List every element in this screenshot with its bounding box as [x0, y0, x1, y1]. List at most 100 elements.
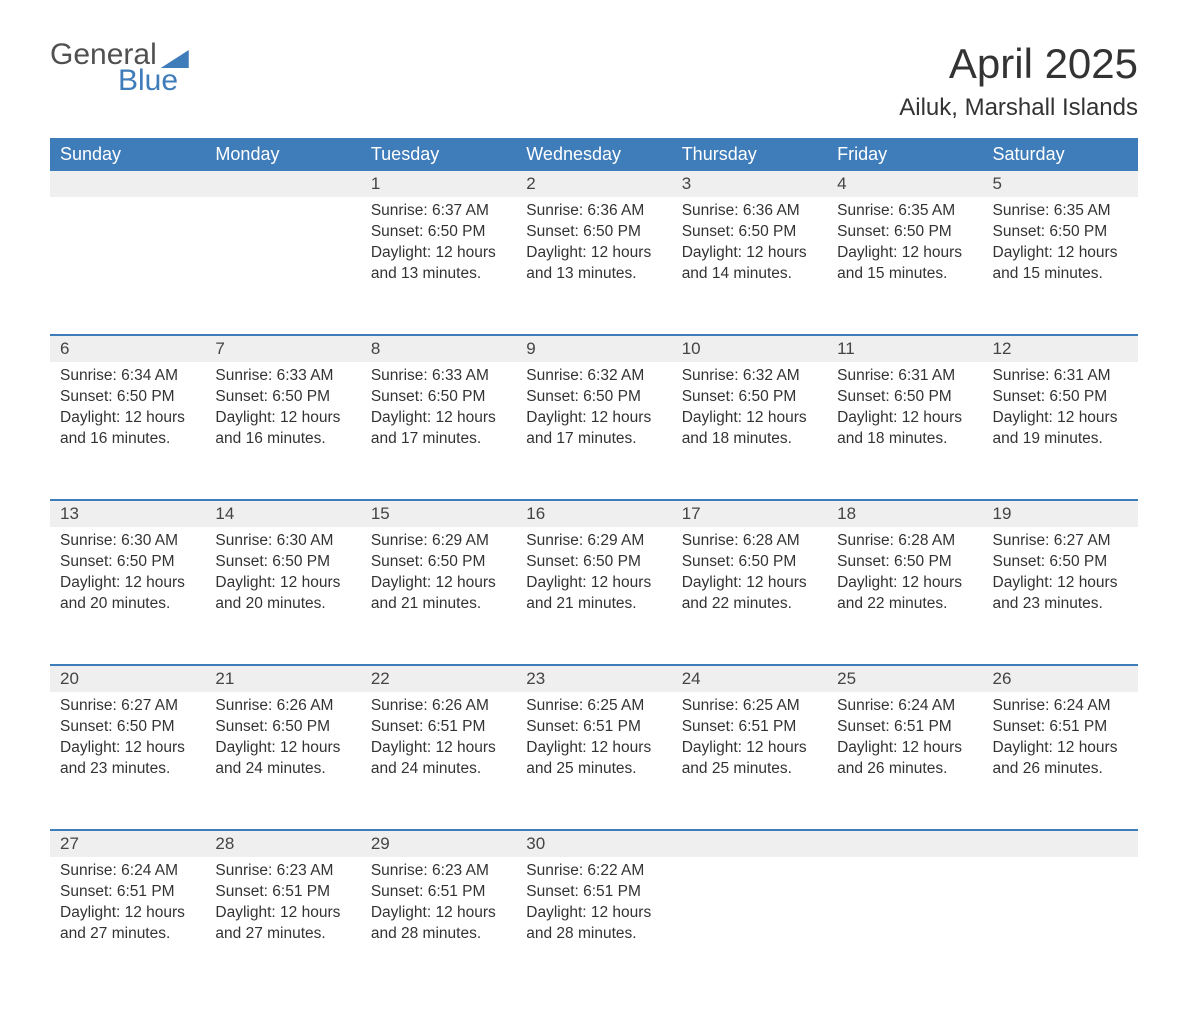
sunset-line: Sunset: 6:51 PM: [682, 717, 817, 738]
day-number-cell: 24: [672, 665, 827, 692]
brand-logo: General Blue: [50, 40, 189, 96]
sunrise-line: Sunrise: 6:27 AM: [60, 696, 195, 717]
daylight-line: Daylight: 12 hours and 28 minutes.: [526, 903, 661, 945]
sunrise-line: Sunrise: 6:24 AM: [993, 696, 1128, 717]
day-content-cell: Sunrise: 6:26 AMSunset: 6:51 PMDaylight:…: [361, 692, 516, 830]
sunrise-line: Sunrise: 6:31 AM: [993, 366, 1128, 387]
sunrise-line: Sunrise: 6:31 AM: [837, 366, 972, 387]
sunset-line: Sunset: 6:50 PM: [993, 222, 1128, 243]
day-content-cell: Sunrise: 6:36 AMSunset: 6:50 PMDaylight:…: [516, 197, 671, 335]
sunset-line: Sunset: 6:51 PM: [371, 882, 506, 903]
daylight-line: Daylight: 12 hours and 20 minutes.: [215, 573, 350, 615]
sunset-line: Sunset: 6:50 PM: [215, 387, 350, 408]
daylight-line: Daylight: 12 hours and 21 minutes.: [371, 573, 506, 615]
sunrise-line: Sunrise: 6:26 AM: [215, 696, 350, 717]
daylight-line: Daylight: 12 hours and 16 minutes.: [215, 408, 350, 450]
sunrise-line: Sunrise: 6:37 AM: [371, 201, 506, 222]
day-content-cell: Sunrise: 6:33 AMSunset: 6:50 PMDaylight:…: [205, 362, 360, 500]
daylight-line: Daylight: 12 hours and 17 minutes.: [526, 408, 661, 450]
day-content-cell: Sunrise: 6:23 AMSunset: 6:51 PMDaylight:…: [361, 857, 516, 995]
day-content-cell: Sunrise: 6:26 AMSunset: 6:50 PMDaylight:…: [205, 692, 360, 830]
sunset-line: Sunset: 6:51 PM: [993, 717, 1128, 738]
sunrise-line: Sunrise: 6:29 AM: [371, 531, 506, 552]
day-content-cell: Sunrise: 6:28 AMSunset: 6:50 PMDaylight:…: [827, 527, 982, 665]
daylight-line: Daylight: 12 hours and 16 minutes.: [60, 408, 195, 450]
sunset-line: Sunset: 6:50 PM: [526, 222, 661, 243]
day-content-cell: Sunrise: 6:24 AMSunset: 6:51 PMDaylight:…: [50, 857, 205, 995]
sunset-line: Sunset: 6:51 PM: [526, 717, 661, 738]
day-content-cell: [983, 857, 1138, 995]
sunset-line: Sunset: 6:50 PM: [371, 387, 506, 408]
day-number-cell: 2: [516, 171, 671, 197]
sunset-line: Sunset: 6:50 PM: [215, 552, 350, 573]
day-number-cell: 29: [361, 830, 516, 857]
day-content-cell: Sunrise: 6:31 AMSunset: 6:50 PMDaylight:…: [983, 362, 1138, 500]
daylight-line: Daylight: 12 hours and 22 minutes.: [837, 573, 972, 615]
sunset-line: Sunset: 6:50 PM: [371, 222, 506, 243]
daylight-line: Daylight: 12 hours and 24 minutes.: [371, 738, 506, 780]
day-content-cell: Sunrise: 6:37 AMSunset: 6:50 PMDaylight:…: [361, 197, 516, 335]
daylight-line: Daylight: 12 hours and 23 minutes.: [993, 573, 1128, 615]
sunset-line: Sunset: 6:51 PM: [837, 717, 972, 738]
sunrise-line: Sunrise: 6:24 AM: [60, 861, 195, 882]
calendar-head: SundayMondayTuesdayWednesdayThursdayFrid…: [50, 138, 1138, 171]
sunset-line: Sunset: 6:50 PM: [682, 387, 817, 408]
daylight-line: Daylight: 12 hours and 22 minutes.: [682, 573, 817, 615]
day-content-cell: Sunrise: 6:25 AMSunset: 6:51 PMDaylight:…: [516, 692, 671, 830]
sunrise-line: Sunrise: 6:36 AM: [682, 201, 817, 222]
sunrise-line: Sunrise: 6:30 AM: [60, 531, 195, 552]
sunset-line: Sunset: 6:50 PM: [993, 387, 1128, 408]
day-number-cell: [672, 830, 827, 857]
day-number-cell: 22: [361, 665, 516, 692]
day-content-cell: Sunrise: 6:30 AMSunset: 6:50 PMDaylight:…: [50, 527, 205, 665]
day-number-cell: 18: [827, 500, 982, 527]
day-content-cell: Sunrise: 6:36 AMSunset: 6:50 PMDaylight:…: [672, 197, 827, 335]
day-number-cell: 27: [50, 830, 205, 857]
day-content-cell: Sunrise: 6:34 AMSunset: 6:50 PMDaylight:…: [50, 362, 205, 500]
daylight-line: Daylight: 12 hours and 18 minutes.: [837, 408, 972, 450]
day-number-cell: [205, 171, 360, 197]
sunset-line: Sunset: 6:51 PM: [526, 882, 661, 903]
day-number-cell: [50, 171, 205, 197]
day-content-cell: Sunrise: 6:24 AMSunset: 6:51 PMDaylight:…: [983, 692, 1138, 830]
day-number-cell: 28: [205, 830, 360, 857]
daylight-line: Daylight: 12 hours and 23 minutes.: [60, 738, 195, 780]
day-number-cell: 6: [50, 335, 205, 362]
day-content-cell: Sunrise: 6:25 AMSunset: 6:51 PMDaylight:…: [672, 692, 827, 830]
sunrise-line: Sunrise: 6:36 AM: [526, 201, 661, 222]
sunrise-line: Sunrise: 6:27 AM: [993, 531, 1128, 552]
daylight-line: Daylight: 12 hours and 15 minutes.: [837, 243, 972, 285]
sunrise-line: Sunrise: 6:33 AM: [215, 366, 350, 387]
sunrise-line: Sunrise: 6:26 AM: [371, 696, 506, 717]
sunset-line: Sunset: 6:51 PM: [371, 717, 506, 738]
dow-header: Tuesday: [361, 138, 516, 171]
day-number-cell: 20: [50, 665, 205, 692]
daylight-line: Daylight: 12 hours and 28 minutes.: [371, 903, 506, 945]
sunset-line: Sunset: 6:50 PM: [993, 552, 1128, 573]
day-number-cell: 25: [827, 665, 982, 692]
day-content-cell: Sunrise: 6:29 AMSunset: 6:50 PMDaylight:…: [516, 527, 671, 665]
sunrise-line: Sunrise: 6:32 AM: [682, 366, 817, 387]
sunrise-line: Sunrise: 6:32 AM: [526, 366, 661, 387]
day-number-cell: 1: [361, 171, 516, 197]
day-content-cell: Sunrise: 6:29 AMSunset: 6:50 PMDaylight:…: [361, 527, 516, 665]
day-content-cell: Sunrise: 6:30 AMSunset: 6:50 PMDaylight:…: [205, 527, 360, 665]
day-number-cell: [827, 830, 982, 857]
day-number-cell: 23: [516, 665, 671, 692]
sunrise-line: Sunrise: 6:30 AM: [215, 531, 350, 552]
daylight-line: Daylight: 12 hours and 24 minutes.: [215, 738, 350, 780]
dow-header: Friday: [827, 138, 982, 171]
day-number-cell: 15: [361, 500, 516, 527]
sunset-line: Sunset: 6:50 PM: [60, 387, 195, 408]
day-content-cell: Sunrise: 6:27 AMSunset: 6:50 PMDaylight:…: [50, 692, 205, 830]
day-content-cell: Sunrise: 6:22 AMSunset: 6:51 PMDaylight:…: [516, 857, 671, 995]
day-content-cell: [50, 197, 205, 335]
sunset-line: Sunset: 6:51 PM: [215, 882, 350, 903]
day-content-cell: Sunrise: 6:27 AMSunset: 6:50 PMDaylight:…: [983, 527, 1138, 665]
daylight-line: Daylight: 12 hours and 25 minutes.: [526, 738, 661, 780]
flag-icon: [161, 50, 189, 68]
day-number-cell: 14: [205, 500, 360, 527]
sunset-line: Sunset: 6:50 PM: [371, 552, 506, 573]
daylight-line: Daylight: 12 hours and 25 minutes.: [682, 738, 817, 780]
day-number-cell: 4: [827, 171, 982, 197]
